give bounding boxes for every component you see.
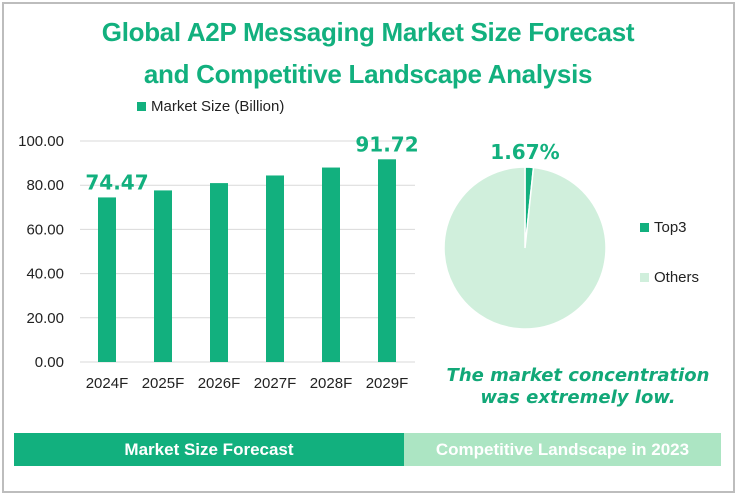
bar-2025F [154, 190, 172, 362]
data-label: 74.47 [85, 170, 148, 194]
pie-chart: 1.67% [443, 140, 607, 330]
banner-competitive-landscape: Competitive Landscape in 2023 [404, 433, 721, 466]
y-tick-label: 0.00 [35, 354, 64, 371]
pie-legend-others: Others [640, 269, 699, 286]
banner-market-size-forecast: Market Size Forecast [14, 433, 404, 466]
chart-title-line2: and Competitive Landscape Analysis [143, 59, 593, 89]
pie-slice-others [443, 166, 607, 330]
legend-swatch-others [640, 273, 649, 282]
bar-2028F [322, 167, 340, 362]
x-tick-label: 2025F [142, 375, 185, 392]
bar-2027F [266, 175, 284, 362]
y-tick-label: 60.00 [26, 221, 64, 238]
legend-label-others: Others [654, 269, 700, 286]
y-tick-label: 20.00 [26, 310, 64, 327]
legend-label-market-size: Market Size (Billion) [151, 98, 285, 115]
bar-legend: Market Size (Billion) [137, 98, 284, 115]
bar-chart: 0.00 20.00 40.00 60.00 80.00 100.00 2024F 2025F… [18, 132, 419, 392]
x-tick-label: 2028F [310, 375, 353, 392]
x-tick-label: 2027F [254, 375, 297, 392]
legend-label-top3: Top3 [654, 219, 687, 236]
x-tick-label: 2026F [198, 375, 241, 392]
y-tick-label: 100.00 [18, 133, 64, 150]
pie-data-label: 1.67% [490, 140, 559, 164]
bar-2024F [98, 197, 116, 362]
pie-legend-top3: Top3 [640, 219, 687, 236]
bar-2029F [378, 159, 396, 362]
bar-2026F [210, 183, 228, 362]
y-tick-label: 40.00 [26, 266, 64, 283]
annotation-line1: The market concentration [446, 365, 710, 386]
chart-title-line1: Global A2P Messaging Market Size Forecas… [101, 17, 635, 47]
y-tick-label: 80.00 [26, 177, 64, 194]
x-tick-label: 2024F [86, 375, 129, 392]
legend-swatch-top3 [640, 223, 649, 232]
legend-swatch-market-size [137, 102, 146, 111]
x-tick-label: 2029F [366, 375, 409, 392]
annotation-line2: was extremely low. [480, 387, 676, 408]
data-label: 91.72 [355, 132, 418, 156]
